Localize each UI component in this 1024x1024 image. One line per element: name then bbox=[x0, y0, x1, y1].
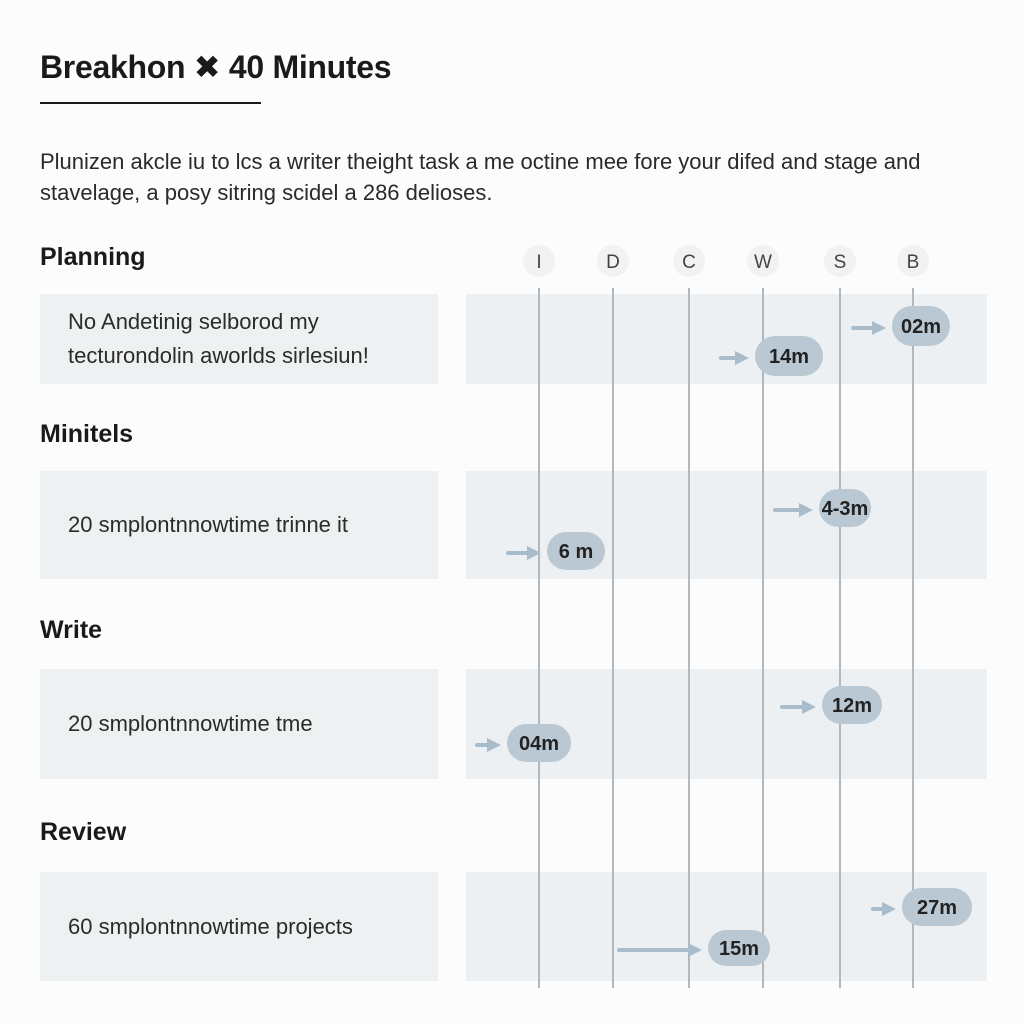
marker-arrow-head bbox=[735, 351, 749, 365]
page-description: Plunizen akcle iu to lcs a writer theigh… bbox=[40, 149, 921, 205]
title-underline bbox=[40, 102, 261, 104]
section-card-text: 20 smplontnnowtime tme bbox=[68, 711, 313, 736]
marker-arrow-head bbox=[688, 943, 702, 957]
duration-marker bbox=[547, 532, 605, 570]
section-label-review: Review bbox=[40, 818, 127, 846]
duration-marker bbox=[819, 489, 871, 527]
section-label-write: Write bbox=[40, 616, 103, 644]
column-header-i: I bbox=[536, 252, 541, 273]
duration-label: 15m bbox=[719, 938, 759, 960]
column-header-circle-s bbox=[824, 245, 856, 277]
marker-arrow-head bbox=[802, 700, 816, 714]
column-header-circle-c bbox=[673, 245, 705, 277]
duration-label: 27m bbox=[917, 897, 957, 919]
section-card-write: 20 smplontnnowtime tme bbox=[40, 669, 438, 779]
section-label-minitels: Minitels bbox=[40, 420, 134, 448]
duration-label: 12m bbox=[832, 695, 872, 717]
section-card-minitels: 20 smplontnnowtime trinne it bbox=[40, 471, 438, 579]
marker-arrow-head bbox=[527, 546, 541, 560]
duration-marker bbox=[708, 930, 770, 966]
column-header-circle-w bbox=[747, 245, 779, 277]
section-label-planning: Planning bbox=[40, 243, 146, 271]
section-card-text: No Andetinig selborod my tecturondolin a… bbox=[68, 309, 369, 368]
column-header-circle-d bbox=[597, 245, 629, 277]
duration-marker bbox=[755, 336, 823, 376]
marker-arrow-head bbox=[882, 902, 896, 916]
duration-label: 04m bbox=[519, 733, 559, 755]
duration-label: 14m bbox=[769, 346, 809, 368]
section-card-text: 20 smplontnnowtime trinne it bbox=[68, 512, 349, 537]
column-header-w: W bbox=[754, 252, 772, 273]
duration-label: 4-3m bbox=[822, 498, 869, 520]
column-header-d: D bbox=[606, 252, 620, 273]
marker-arrow-head bbox=[487, 738, 501, 752]
duration-marker bbox=[902, 888, 972, 926]
marker-arrow-head bbox=[872, 321, 886, 335]
column-header-b: B bbox=[907, 252, 920, 273]
duration-label: 02m bbox=[901, 316, 941, 338]
section-card-planning: No Andetinig selborod my tecturondolin a… bbox=[40, 294, 438, 384]
column-header-c: C bbox=[682, 252, 696, 273]
column-header-circle-b bbox=[897, 245, 929, 277]
column-header-s: S bbox=[834, 252, 847, 273]
section-card-review: 60 smplontnnowtime projects bbox=[40, 872, 438, 981]
duration-marker bbox=[822, 686, 882, 724]
column-header-circle-i bbox=[523, 245, 555, 277]
page-title: Breakhon ✖ 40 Minutes bbox=[40, 49, 392, 85]
section-card-text: 60 smplontnnowtime projects bbox=[68, 913, 353, 939]
duration-marker bbox=[507, 724, 571, 762]
duration-label: 6 m bbox=[559, 541, 593, 563]
duration-marker bbox=[892, 306, 950, 346]
marker-arrow-head bbox=[799, 503, 813, 517]
